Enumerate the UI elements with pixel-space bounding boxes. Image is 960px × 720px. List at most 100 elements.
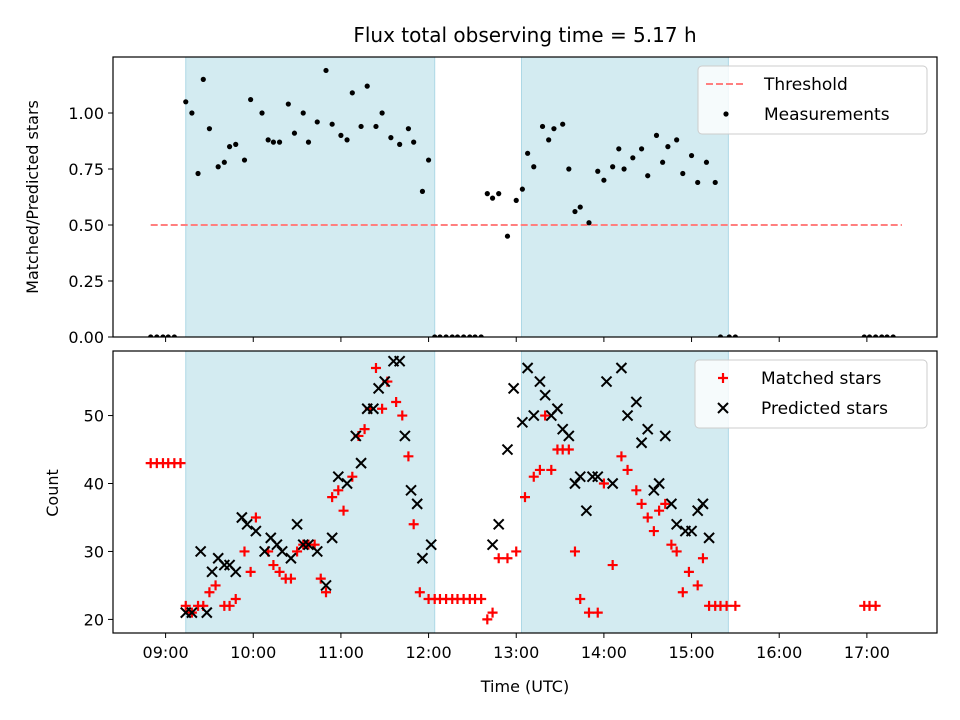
measurements-point [551, 126, 557, 132]
matched-stars-point [540, 410, 551, 421]
matched-stars-point [487, 607, 498, 618]
predicted-stars-point [341, 477, 353, 490]
x-tick-label: 14:00 [581, 643, 627, 662]
measurements-point [379, 110, 385, 116]
predicted-stars-point [539, 389, 551, 401]
predicted-stars-point [230, 566, 242, 578]
predicted-stars-point [258, 545, 271, 558]
y-tick-label: 50 [84, 407, 104, 426]
predicted-stars-point [507, 382, 520, 395]
measurements-point [323, 67, 329, 74]
measurements-point [525, 150, 531, 156]
matched-stars-point [721, 600, 732, 611]
measurements-point [519, 186, 525, 192]
measurements-point [680, 170, 686, 177]
predicted-stars-point [534, 375, 546, 388]
predicted-stars-point [194, 545, 207, 558]
matched-stars-point [315, 573, 326, 584]
measurements-point [233, 141, 239, 147]
measurements-point [595, 168, 601, 174]
matched-stars-point [502, 553, 513, 564]
y-tick-label: 0.00 [68, 328, 104, 347]
measurements-point [653, 132, 660, 138]
predicted-stars-point [326, 532, 338, 544]
x-tick-label: 17:00 [844, 643, 890, 662]
measurements-point [285, 101, 291, 107]
measurements-point [270, 139, 277, 145]
measurements-point [660, 159, 666, 165]
legend-label: Predicted stars [761, 399, 888, 419]
predicted-stars-point [630, 396, 643, 408]
measurements-point [373, 123, 379, 130]
matched-stars-point [493, 553, 504, 564]
measurements-point [349, 90, 355, 96]
predicted-stars-point [574, 471, 586, 483]
measurements-point [513, 197, 519, 203]
measurements-point [866, 334, 873, 337]
matched-stars-point [327, 492, 338, 503]
matched-stars-point [292, 546, 303, 557]
measurements-point [148, 334, 154, 337]
measurements-point [645, 173, 651, 179]
measurements-point [265, 137, 271, 143]
predicted-stars-point [697, 498, 709, 510]
predicted-stars-point [320, 579, 332, 592]
measurements-point [405, 126, 412, 132]
measurements-point [703, 159, 710, 165]
y-tick-label: 1.00 [68, 104, 104, 123]
measurements-point [314, 119, 320, 125]
measurements-point [425, 157, 432, 163]
matched-stars-point [870, 600, 881, 611]
matched-stars-point [666, 539, 677, 550]
matched-stars-point [268, 560, 279, 571]
matched-stars-point [482, 614, 493, 625]
matched-stars-point [730, 600, 741, 611]
predicted-stars-point [393, 355, 406, 367]
matched-stars-point [677, 587, 688, 598]
predicted-stars-point [425, 538, 437, 551]
matched-stars-point [175, 458, 186, 469]
matched-stars-point [671, 546, 682, 557]
measurements-point [616, 146, 622, 152]
predicted-stars-point [355, 457, 367, 469]
top-plot-frame [112, 56, 938, 338]
predicted-stars-point [201, 606, 213, 619]
matched-stars-point [575, 594, 586, 605]
measurements-point [226, 144, 233, 150]
measurements-point [195, 170, 201, 177]
measurements-point [586, 220, 592, 226]
measurements-point [610, 164, 616, 170]
predicted-stars-point [580, 504, 593, 517]
bottom-plot-frame [112, 350, 938, 634]
predicted-stars-point [528, 409, 540, 422]
predicted-stars-point [399, 430, 411, 442]
predicted-stars-point [653, 477, 665, 490]
measurements-point [221, 159, 227, 165]
y-tick-label: 0.75 [68, 160, 104, 179]
predicted-stars-point [615, 362, 628, 374]
predicted-stars-point [659, 430, 671, 442]
measurements-point [572, 208, 578, 215]
matched-stars-point [598, 478, 609, 489]
predicted-stars-point [600, 375, 613, 388]
predicted-stars-point [379, 375, 391, 388]
measurements-point [496, 191, 502, 197]
x-tick-label: 15:00 [668, 643, 714, 662]
measurements-point [259, 110, 265, 116]
top-legend: Threshold Measurements [697, 65, 928, 135]
predicted-stars-point [606, 477, 619, 490]
measurements-point [879, 334, 885, 337]
measurements-point [432, 334, 438, 337]
predicted-stars-point [276, 545, 288, 558]
measurements-point [601, 177, 607, 183]
measurements-point [165, 334, 171, 337]
predicted-stars-point [405, 484, 417, 497]
matched-stars-point [642, 512, 653, 523]
predicted-stars-point [291, 518, 303, 530]
y-tick-label: 0.50 [68, 216, 104, 235]
x-axis-label: Time (UTC) [480, 677, 569, 696]
predicted-stars-point [516, 416, 529, 429]
observing-window-2 [520, 56, 729, 338]
y-tick-label: 40 [84, 475, 104, 494]
matched-stars-point [683, 566, 694, 577]
